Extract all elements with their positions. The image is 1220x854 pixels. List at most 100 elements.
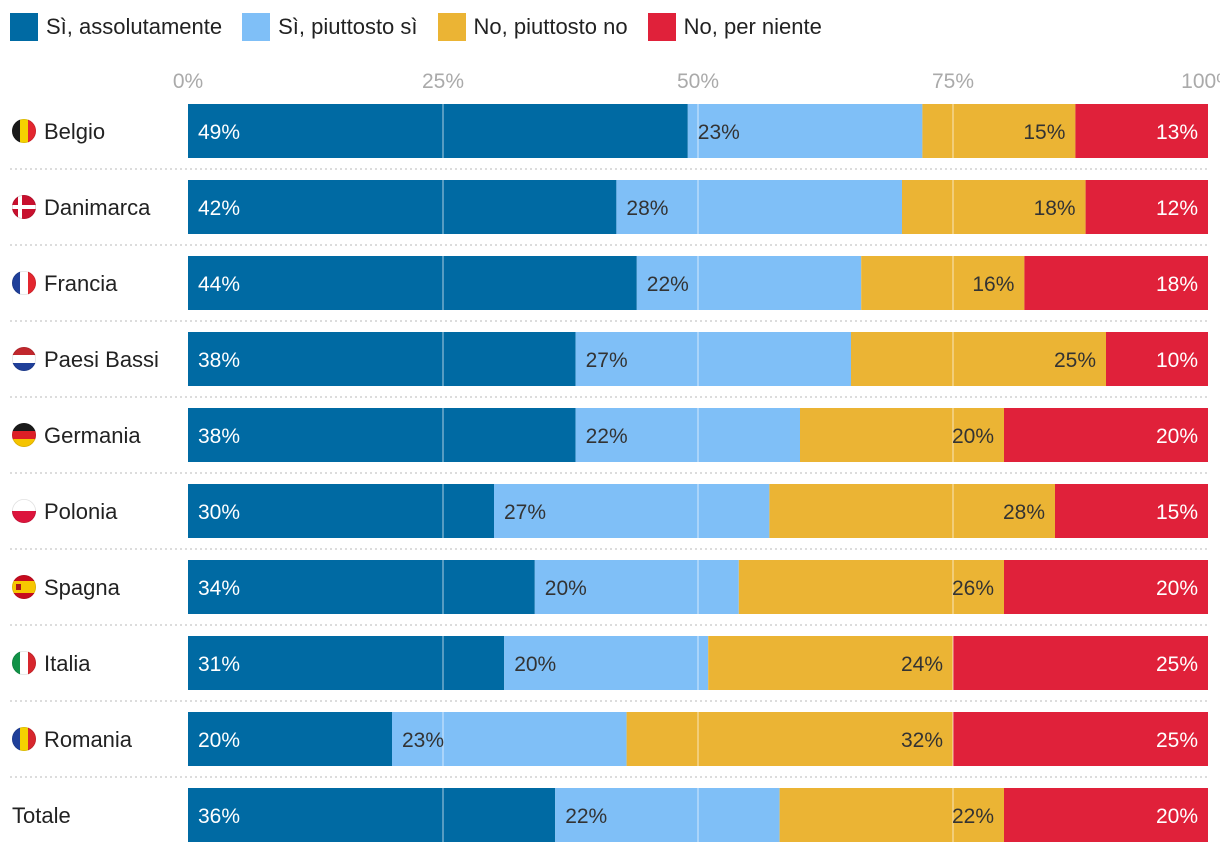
bar-segment: [188, 788, 556, 842]
x-tick-label: 75%: [932, 70, 974, 93]
category-label: Italia: [44, 651, 91, 676]
data-label: 32%: [901, 729, 943, 752]
legend-label: No, piuttosto no: [473, 14, 628, 39]
legend: Sì, assolutamente Sì, piuttosto sì No, p…: [10, 10, 842, 44]
data-label: 12%: [1156, 197, 1198, 220]
bar-segment: [616, 180, 902, 234]
bar-segment: [188, 104, 688, 158]
category-label: Germania: [44, 423, 141, 448]
bar-segment: [708, 636, 953, 690]
legend-label: Sì, piuttosto sì: [278, 14, 418, 39]
bar-segment: [626, 712, 953, 766]
bar-segment: [922, 104, 1076, 158]
data-label: 44%: [198, 273, 240, 296]
category-label: Francia: [44, 271, 118, 296]
bar-segment: [953, 636, 1208, 690]
data-label: 15%: [1156, 501, 1198, 524]
data-label: 20%: [1156, 425, 1198, 448]
data-label: 22%: [586, 425, 628, 448]
flag-italy-icon: [12, 651, 36, 675]
data-label: 10%: [1156, 349, 1198, 372]
data-label: 34%: [198, 577, 240, 600]
bar-segment: [575, 332, 851, 386]
bar-segment: [1085, 180, 1208, 234]
flag-romania-icon: [12, 727, 36, 751]
bar-segment: [1106, 332, 1208, 386]
data-label: 15%: [1023, 121, 1065, 144]
bar-segment: [504, 636, 709, 690]
data-label: 20%: [514, 653, 556, 676]
flag-spain-icon: [12, 575, 36, 599]
x-tick-label: 100%: [1181, 70, 1220, 93]
data-label: 25%: [1156, 653, 1198, 676]
bar-segment: [188, 408, 576, 462]
bar-segment: [494, 484, 770, 538]
data-label: 16%: [972, 273, 1014, 296]
flag-germany-icon: [12, 423, 36, 447]
category-label: Totale: [12, 803, 71, 828]
bar-segment: [188, 484, 494, 538]
bar-segment: [861, 256, 1025, 310]
category-label: Belgio: [44, 119, 105, 144]
data-label: 36%: [198, 805, 240, 828]
data-label: 18%: [1034, 197, 1076, 220]
data-label: 27%: [586, 349, 628, 372]
bar-segment: [188, 332, 576, 386]
data-label: 42%: [198, 197, 240, 220]
flag-france-icon: [12, 271, 36, 295]
legend-swatch: [647, 13, 676, 41]
data-label: 20%: [198, 729, 240, 752]
bar-segment: [188, 256, 637, 310]
legend-item-no-per-niente: No, per niente: [647, 13, 822, 41]
flag-netherlands-icon: [12, 347, 36, 371]
data-label: 23%: [698, 121, 740, 144]
bar-segment: [555, 788, 780, 842]
legend-label: No, per niente: [683, 14, 822, 39]
legend-label: Sì, assolutamente: [46, 14, 223, 39]
x-tick-label: 25%: [422, 70, 464, 93]
bar-segment: [188, 712, 392, 766]
data-label: 49%: [198, 121, 240, 144]
data-label: 24%: [901, 653, 943, 676]
legend-swatch: [242, 13, 271, 41]
flag-poland-icon: [12, 499, 36, 523]
data-label: 18%: [1156, 273, 1198, 296]
bar-segment: [687, 104, 923, 158]
bar-segment: [1024, 256, 1208, 310]
data-label: 22%: [565, 805, 607, 828]
legend-item-si-assolutamente: Sì, assolutamente: [10, 13, 222, 41]
bar-segment: [800, 408, 1004, 462]
bar-segment: [779, 788, 1004, 842]
bar-segment: [902, 180, 1086, 234]
bar-segment: [188, 180, 617, 234]
bar-segment: [738, 560, 1004, 614]
flag-belgium-icon: [12, 119, 36, 143]
data-label: 26%: [952, 577, 994, 600]
data-label: 20%: [545, 577, 587, 600]
bar-segment: [188, 636, 505, 690]
legend-item-no-piuttosto-no: No, piuttosto no: [437, 13, 628, 41]
bar-segment: [1004, 788, 1208, 842]
category-label: Romania: [44, 727, 133, 752]
category-label: Paesi Bassi: [44, 347, 159, 372]
data-label: 28%: [626, 197, 668, 220]
bar-segment: [953, 712, 1208, 766]
legend-item-si-piuttosto-si: Sì, piuttosto sì: [242, 13, 418, 41]
x-tick-label: 0%: [173, 70, 203, 93]
bar-segment: [534, 560, 739, 614]
bar-segment: [1055, 484, 1208, 538]
data-label: 25%: [1054, 349, 1096, 372]
bar-segment: [392, 712, 627, 766]
data-label: 38%: [198, 349, 240, 372]
bar-segment: [188, 560, 535, 614]
data-label: 20%: [952, 425, 994, 448]
bar-segment: [1004, 560, 1208, 614]
bar-segment: [1075, 104, 1208, 158]
data-label: 20%: [1156, 577, 1198, 600]
data-label: 28%: [1003, 501, 1045, 524]
data-label: 22%: [647, 273, 689, 296]
x-tick-label: 50%: [677, 70, 719, 93]
bar-segment: [636, 256, 862, 310]
bar-segment: [769, 484, 1055, 538]
